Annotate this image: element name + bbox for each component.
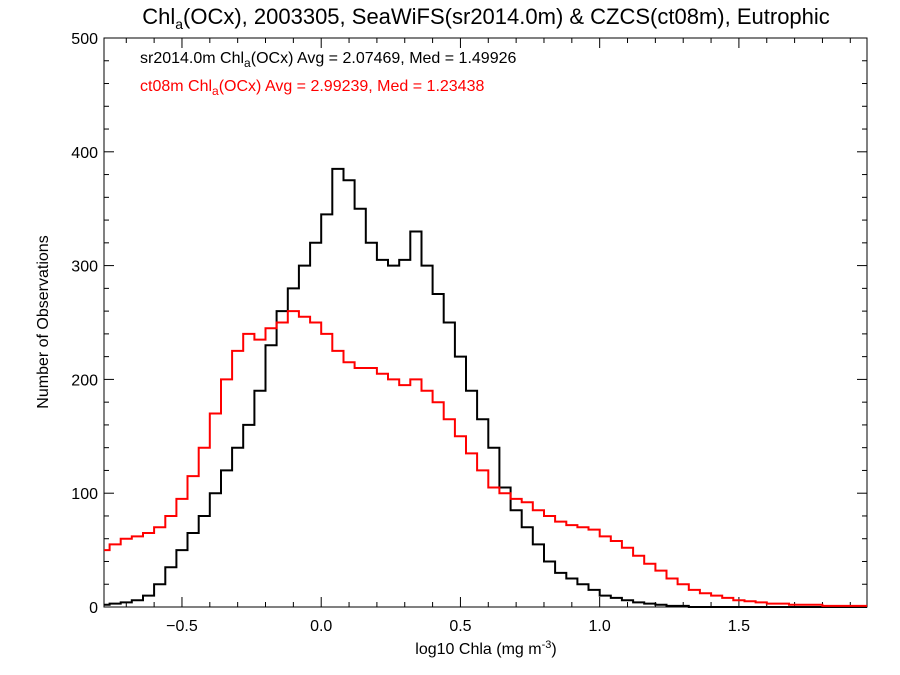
x-tick-label: 1.0 bbox=[589, 618, 611, 635]
legend-entry-2: ct08m Chla(OCx) Avg = 2.99239, Med = 1.2… bbox=[140, 78, 484, 98]
title-subscript: a bbox=[175, 16, 183, 32]
title-prefix: Chl bbox=[142, 4, 175, 29]
x-tick-label: 0.0 bbox=[310, 618, 332, 635]
plot-frame bbox=[103, 37, 868, 608]
series-1-line bbox=[104, 167, 867, 608]
y-tick-label: 200 bbox=[71, 372, 98, 389]
series-layer bbox=[104, 167, 867, 608]
x-tick-label: −0.5 bbox=[166, 618, 198, 635]
y-axis-label: Number of Observations bbox=[35, 235, 52, 408]
x-tick-label: 0.5 bbox=[449, 618, 471, 635]
y-tick-label: 400 bbox=[71, 145, 98, 162]
y-tick-label: 100 bbox=[71, 486, 98, 503]
y-tick-label: 500 bbox=[71, 31, 98, 48]
y-tick-label: 0 bbox=[89, 600, 98, 617]
y-ticks: 0 100 200 300 400 500 bbox=[71, 31, 867, 617]
legend: sr2014.0m Chla(OCx) Avg = 2.07469, Med =… bbox=[140, 50, 516, 98]
legend-entry-1: sr2014.0m Chla(OCx) Avg = 2.07469, Med =… bbox=[140, 50, 516, 70]
x-ticks: −0.5 0.0 0.5 1.0 1.5 bbox=[125, 38, 851, 635]
y-tick-label: 300 bbox=[71, 259, 98, 276]
title-suffix: (OCx), 2003305, SeaWiFS(sr2014.0m) & CZC… bbox=[183, 4, 830, 29]
series-2-line bbox=[104, 310, 867, 607]
x-tick-label: 1.5 bbox=[728, 618, 750, 635]
chart-title: Chla(OCx), 2003305, SeaWiFS(sr2014.0m) &… bbox=[142, 4, 830, 32]
x-axis-label: log10 Chla (mg m-3) bbox=[415, 639, 556, 658]
